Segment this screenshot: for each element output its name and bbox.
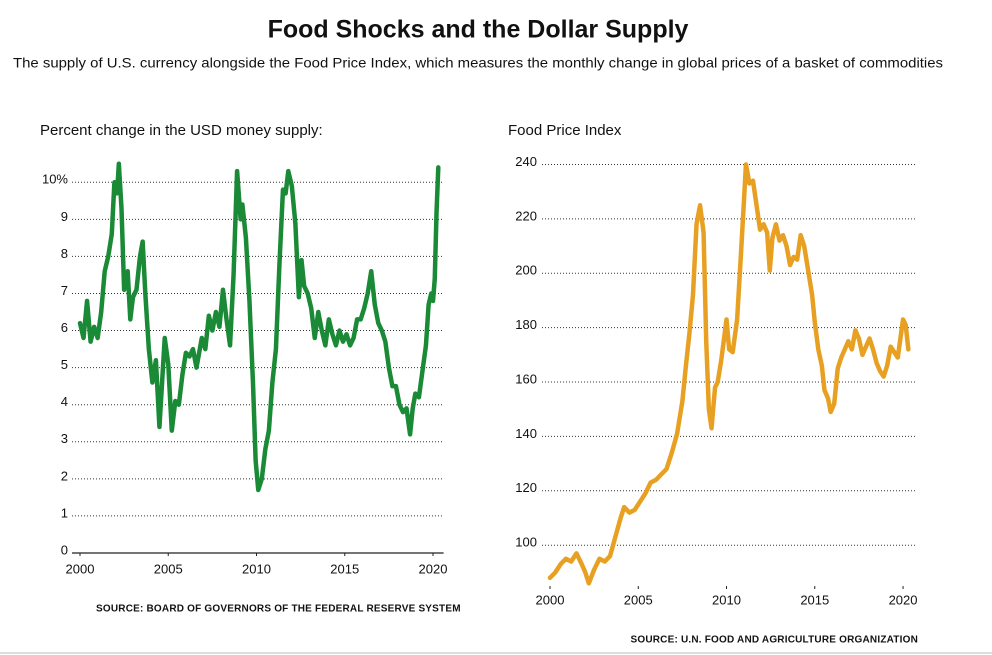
page-title: Food Shocks and the Dollar Supply [268, 16, 689, 44]
y-tick-label: 0 [61, 542, 68, 557]
y-tick-label: 10% [42, 172, 68, 187]
y-tick-label: 7 [61, 283, 68, 298]
y-tick-label: 6 [61, 320, 68, 335]
y-tick-label: 120 [515, 480, 537, 495]
x-tick-label: 2010 [712, 592, 741, 607]
x-tick-label: 2015 [800, 592, 829, 607]
y-tick-label: 1 [61, 505, 68, 520]
source-note: SOURCE: U.N. FOOD AND AGRICULTURE ORGANI… [630, 635, 918, 646]
x-tick-label: 2000 [66, 561, 95, 576]
y-tick-label: 200 [515, 263, 537, 278]
axis-title: Percent change in the USD money supply: [40, 122, 323, 139]
source-note: SOURCE: BOARD OF GOVERNORS OF THE FEDERA… [96, 604, 461, 615]
x-tick-label: 2010 [242, 561, 271, 576]
y-tick-label: 180 [515, 317, 537, 332]
x-tick-label: 2005 [154, 561, 183, 576]
y-tick-label: 4 [61, 394, 68, 409]
y-tick-label: 220 [515, 208, 537, 223]
y-tick-label: 140 [515, 426, 537, 441]
y-tick-label: 240 [515, 154, 537, 169]
data-line [547, 162, 911, 586]
y-tick-label: 3 [61, 431, 68, 446]
y-tick-label: 8 [61, 246, 68, 261]
x-tick-label: 2020 [889, 592, 918, 607]
page-subtitle: The supply of U.S. currency alongside th… [13, 55, 943, 71]
y-tick-label: 2 [61, 468, 68, 483]
x-tick-label: 2005 [624, 592, 653, 607]
x-tick-label: 2015 [330, 561, 359, 576]
y-tick-label: 160 [515, 371, 537, 386]
x-tick-label: 2020 [419, 561, 448, 576]
y-tick-label: 5 [61, 357, 68, 372]
data-line [77, 161, 441, 493]
axis-title: Food Price Index [508, 122, 622, 139]
y-tick-label: 9 [61, 209, 68, 224]
y-tick-label: 100 [515, 535, 537, 550]
x-tick-label: 2000 [536, 592, 565, 607]
